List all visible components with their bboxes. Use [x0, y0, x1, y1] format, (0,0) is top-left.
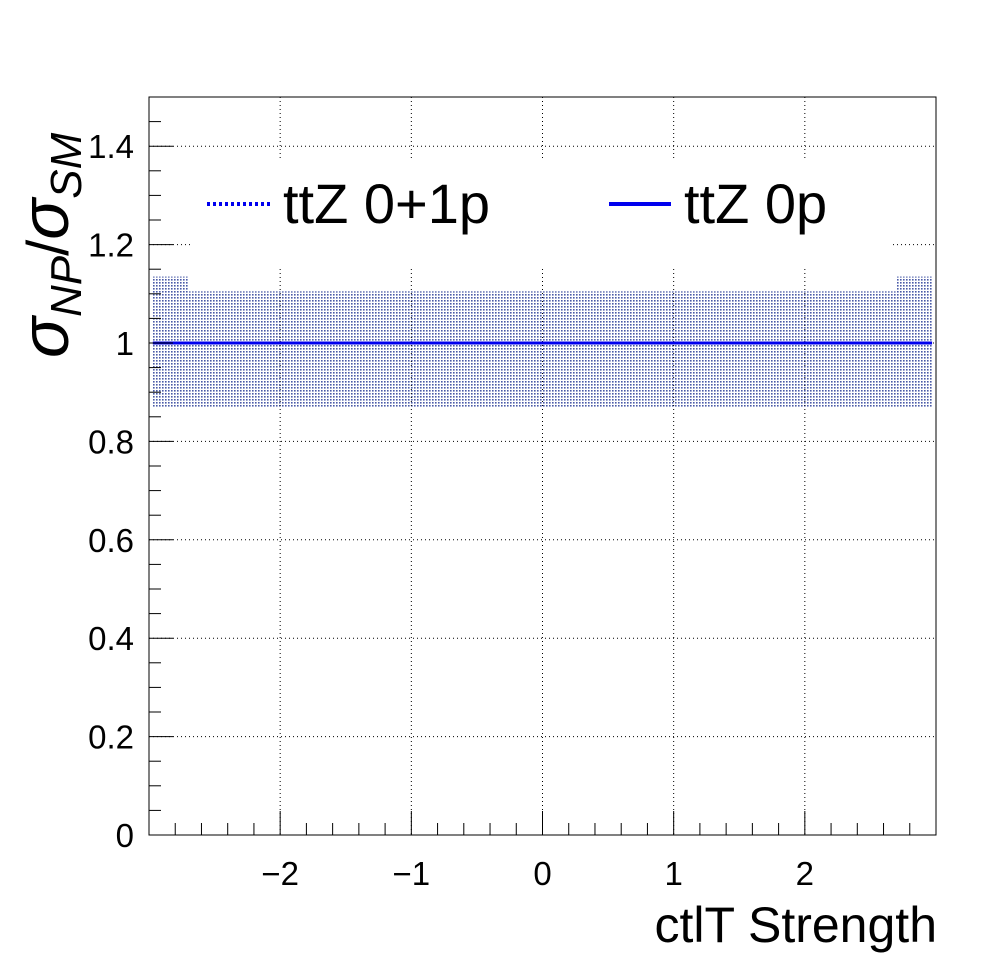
y-tick-labels: 0 0.2 0.4 0.6 0.8 1 1.2 1.4	[88, 128, 134, 854]
legend: ttZ 0+1p ttZ 0p	[193, 160, 890, 268]
x-tick-label-1: −1	[393, 855, 431, 892]
y-axis-sub-denominator: SM	[42, 132, 91, 198]
y-tick-label-6: 1.2	[88, 227, 134, 264]
y-tick-label-0: 0	[116, 817, 134, 854]
x-tick-label-3: 1	[664, 855, 682, 892]
y-axis-sub-numerator: NP	[42, 255, 91, 317]
y-tick-label-2: 0.4	[88, 620, 134, 657]
y-tick-label-7: 1.4	[88, 128, 134, 165]
y-axis-title: σNP/σSM	[7, 132, 91, 358]
x-tick-label-2: 0	[533, 855, 551, 892]
legend-label-ttz-0p1p: ttZ 0+1p	[283, 172, 490, 235]
legend-background	[193, 160, 890, 268]
y-axis-symbol-2: σ	[7, 196, 83, 240]
svg-text:σNP/σSM: σNP/σSM	[7, 132, 91, 358]
y-axis-separator: /	[16, 239, 81, 256]
y-axis-symbol-1: σ	[7, 314, 83, 358]
y-tick-label-5: 1	[116, 325, 134, 362]
axes	[148, 96, 937, 836]
x-axis-title: ctlT Strength	[654, 897, 937, 953]
x-tick-label-4: 2	[796, 855, 814, 892]
y-tick-label-1: 0.2	[88, 719, 134, 756]
y-tick-label-3: 0.6	[88, 522, 134, 559]
grid-lines	[149, 97, 936, 835]
legend-label-ttz-0p: ttZ 0p	[684, 172, 827, 235]
y-tick-label-4: 0.8	[88, 423, 134, 460]
x-tick-label-0: −2	[261, 855, 299, 892]
x-tick-labels: −2 −1 0 1 2	[261, 855, 814, 892]
